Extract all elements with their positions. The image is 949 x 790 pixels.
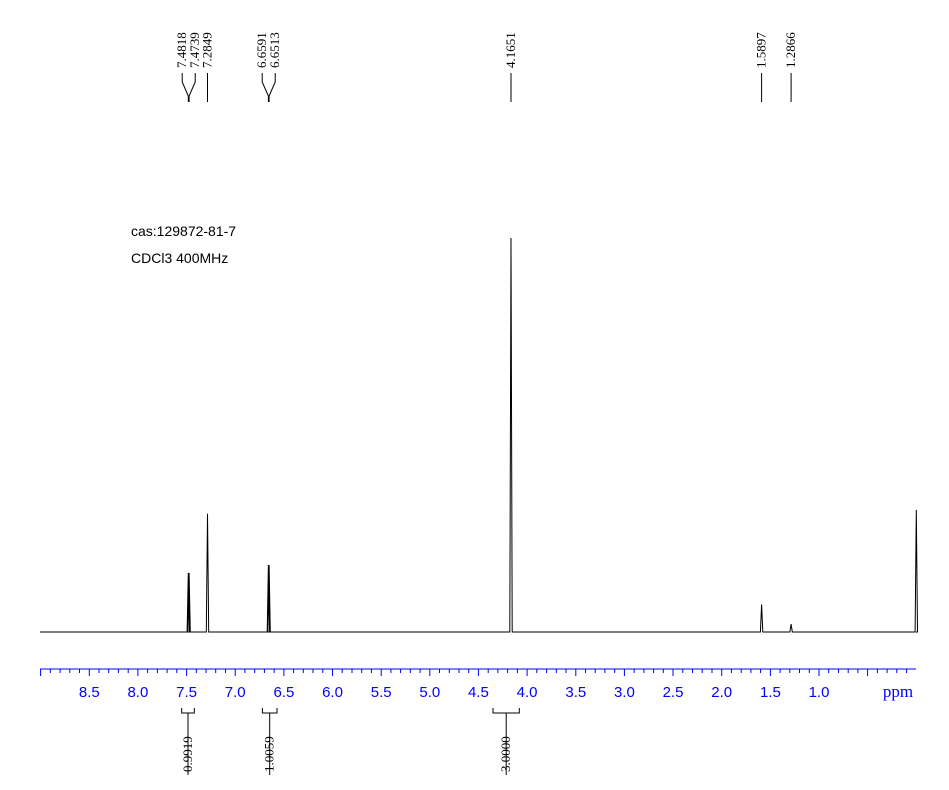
x-tick-label: 2.5: [663, 684, 684, 701]
integral-value: 1.0059: [262, 736, 277, 772]
peak-label: 1.5897: [754, 32, 769, 68]
integrals: 0.9919 1.0059 3.0000: [180, 708, 520, 775]
peak-label: 6.6591: [254, 32, 269, 68]
x-tick-label: 7.5: [176, 684, 197, 701]
x-tick-label: 8.0: [127, 684, 148, 701]
peak-label-leader: [261, 73, 269, 102]
integral-value: 0.9919: [180, 736, 195, 772]
x-tick-label: 1.5: [760, 684, 781, 701]
sample-cas-label: cas:129872-81-7: [131, 223, 237, 239]
peak-label: 1.2866: [783, 32, 798, 68]
peak-label: 4.1651: [503, 32, 518, 68]
peak-label-leader: [188, 73, 196, 102]
x-tick-label: 7.0: [225, 684, 246, 701]
sample-conditions-label: CDCl3 400MHz: [131, 250, 229, 266]
spectrum-trace: [40, 237, 919, 633]
integral-bracket: [181, 708, 195, 714]
ppm-axis: 8.5 8.0 7.5 7.0 6.5 6.0 5.5 5.0 4.5 4.0 3.5 3.0 2.5 2…: [40, 668, 916, 701]
peak-label-leader: [181, 73, 189, 102]
x-tick-label: 6.5: [273, 684, 294, 701]
x-tick-label: 3.0: [614, 684, 635, 701]
x-axis-unit-label: ppm: [883, 682, 913, 701]
integral-value: 3.0000: [498, 736, 513, 772]
x-tick-label: 2.0: [711, 684, 732, 701]
x-tick-label: 4.5: [468, 684, 489, 701]
peak-label: 6.6513: [267, 32, 282, 68]
integral-bracket: [492, 708, 520, 714]
integral-bracket: [261, 708, 278, 714]
x-tick-label: 5.0: [419, 684, 440, 701]
x-tick-label: 3.5: [565, 684, 586, 701]
x-tick-label: 8.5: [79, 684, 100, 701]
peak-label: 7.2849: [200, 32, 215, 68]
x-tick-label: 5.5: [371, 684, 392, 701]
x-tick-label: 1.0: [809, 684, 830, 701]
x-tick-label: 4.0: [517, 684, 538, 701]
peak-label-leader: [268, 73, 276, 102]
peak-label: 7.4818: [174, 32, 189, 68]
x-tick-label: 6.0: [322, 684, 343, 701]
peak-label: 7.4739: [187, 32, 202, 68]
